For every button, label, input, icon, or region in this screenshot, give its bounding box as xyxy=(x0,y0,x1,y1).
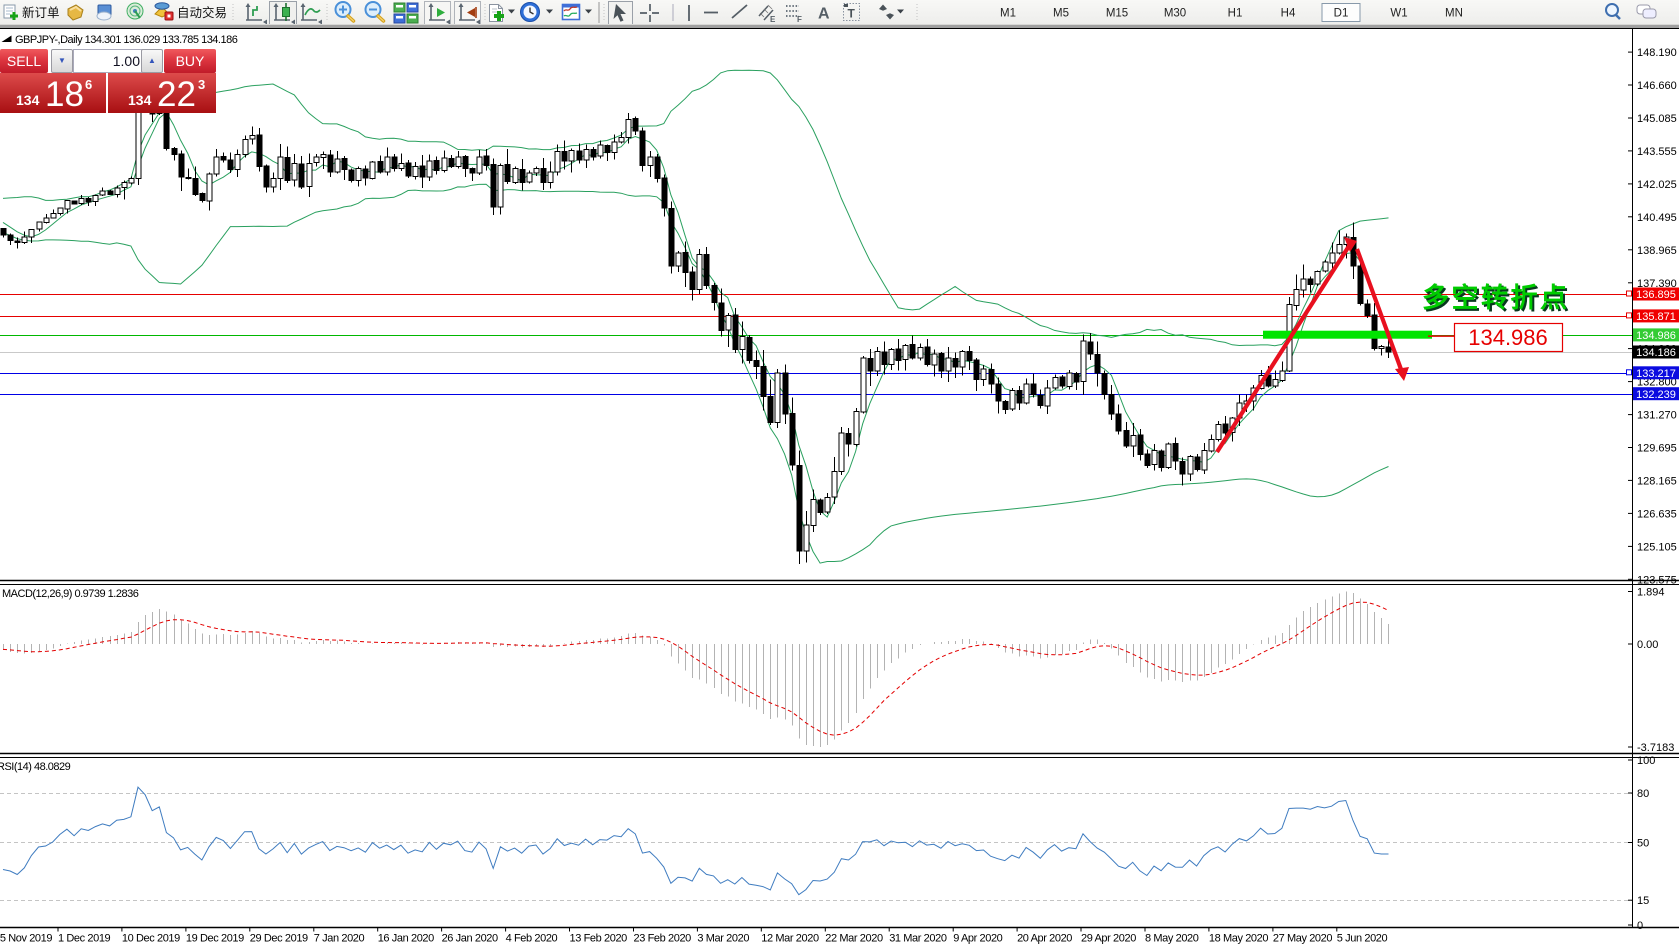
svg-text:29 Apr 2020: 29 Apr 2020 xyxy=(1081,933,1136,945)
svg-text:146.660: 146.660 xyxy=(1637,80,1677,92)
svg-text:136.895: 136.895 xyxy=(1636,289,1676,301)
svg-text:W1: W1 xyxy=(1390,8,1407,20)
svg-text:125.105: 125.105 xyxy=(1637,541,1677,553)
svg-text:10 Dec 2019: 10 Dec 2019 xyxy=(122,933,180,945)
svg-text:多空转折点: 多空转折点 xyxy=(1424,284,1572,315)
svg-text:0.00: 0.00 xyxy=(1637,639,1658,651)
svg-text:142.025: 142.025 xyxy=(1637,179,1677,191)
svg-text:140.495: 140.495 xyxy=(1637,212,1677,224)
svg-text:H1: H1 xyxy=(1228,8,1243,20)
svg-text:MN: MN xyxy=(1445,8,1463,20)
svg-text:A: A xyxy=(818,6,830,23)
svg-text:29 Dec 2019: 29 Dec 2019 xyxy=(250,933,308,945)
svg-text:多空转折点: 多空转折点 xyxy=(1422,282,1570,313)
svg-text:80: 80 xyxy=(1637,788,1649,800)
svg-text:134.986: 134.986 xyxy=(1468,325,1548,350)
svg-text:3 Mar 2020: 3 Mar 2020 xyxy=(697,933,749,945)
svg-text:15: 15 xyxy=(1637,895,1649,907)
svg-text:138.965: 138.965 xyxy=(1637,245,1677,257)
svg-text:D1: D1 xyxy=(1334,8,1349,20)
svg-text:16 Jan 2020: 16 Jan 2020 xyxy=(378,933,434,945)
svg-text:131.270: 131.270 xyxy=(1637,410,1677,422)
svg-text:RSI(14) 48.0829: RSI(14) 48.0829 xyxy=(0,761,71,773)
svg-text:22 Mar 2020: 22 Mar 2020 xyxy=(825,933,883,945)
svg-text:M30: M30 xyxy=(1164,8,1186,20)
svg-text:145.085: 145.085 xyxy=(1637,113,1677,125)
svg-text:自动交易: 自动交易 xyxy=(177,5,227,20)
svg-text:1.894: 1.894 xyxy=(1637,587,1665,599)
svg-text:18 May 2020: 18 May 2020 xyxy=(1209,933,1268,945)
svg-text:1 Dec 2019: 1 Dec 2019 xyxy=(58,933,111,945)
svg-text:13 Feb 2020: 13 Feb 2020 xyxy=(570,933,628,945)
svg-text:7 Jan 2020: 7 Jan 2020 xyxy=(314,933,365,945)
svg-text:T: T xyxy=(848,7,856,21)
svg-text:123.575: 123.575 xyxy=(1637,574,1677,586)
svg-text:132.239: 132.239 xyxy=(1636,389,1676,401)
svg-text:50: 50 xyxy=(1637,838,1649,850)
svg-text:133.217: 133.217 xyxy=(1636,368,1676,380)
svg-text:-3.7183: -3.7183 xyxy=(1637,742,1674,754)
svg-text:23 Feb 2020: 23 Feb 2020 xyxy=(634,933,692,945)
svg-text:132.800: 132.800 xyxy=(1637,377,1677,389)
svg-text:137.390: 137.390 xyxy=(1637,278,1677,290)
svg-text:143.555: 143.555 xyxy=(1637,146,1677,158)
svg-text:31 Mar 2020: 31 Mar 2020 xyxy=(889,933,947,945)
svg-text:26 Jan 2020: 26 Jan 2020 xyxy=(442,933,498,945)
svg-text:E: E xyxy=(770,15,776,24)
svg-text:134.186: 134.186 xyxy=(1636,347,1676,359)
svg-text:8 May 2020: 8 May 2020 xyxy=(1145,933,1199,945)
svg-text:F: F xyxy=(797,15,802,24)
svg-text:20 Apr 2020: 20 Apr 2020 xyxy=(1017,933,1072,945)
svg-text:9 Apr 2020: 9 Apr 2020 xyxy=(953,933,1002,945)
svg-text:19 Dec 2019: 19 Dec 2019 xyxy=(186,933,244,945)
svg-text:GBPJPY-,Daily 134.301 136.029: GBPJPY-,Daily 134.301 136.029 133.785 13… xyxy=(15,34,238,46)
svg-text:135.871: 135.871 xyxy=(1636,311,1676,323)
svg-text:4 Feb 2020: 4 Feb 2020 xyxy=(506,933,558,945)
svg-text:M1: M1 xyxy=(1000,8,1016,20)
svg-text:100: 100 xyxy=(1637,755,1655,767)
svg-text:148.190: 148.190 xyxy=(1637,47,1677,59)
svg-text:129.695: 129.695 xyxy=(1637,443,1677,455)
svg-text:H4: H4 xyxy=(1281,8,1296,20)
svg-text:M5: M5 xyxy=(1053,8,1069,20)
svg-text:新订单: 新订单 xyxy=(22,5,60,20)
svg-text:134.986: 134.986 xyxy=(1636,330,1676,342)
svg-text:128.165: 128.165 xyxy=(1637,475,1677,487)
svg-text:25 Nov 2019: 25 Nov 2019 xyxy=(0,933,52,945)
svg-text:5 Jun 2020: 5 Jun 2020 xyxy=(1337,933,1388,945)
svg-text:27 May 2020: 27 May 2020 xyxy=(1273,933,1332,945)
svg-text:M15: M15 xyxy=(1106,8,1128,20)
svg-text:0: 0 xyxy=(1637,920,1643,932)
svg-text:MACD(12,26,9) 0.9739 1.2836: MACD(12,26,9) 0.9739 1.2836 xyxy=(2,588,139,600)
svg-text:126.635: 126.635 xyxy=(1637,508,1677,520)
svg-text:12 Mar 2020: 12 Mar 2020 xyxy=(761,933,819,945)
